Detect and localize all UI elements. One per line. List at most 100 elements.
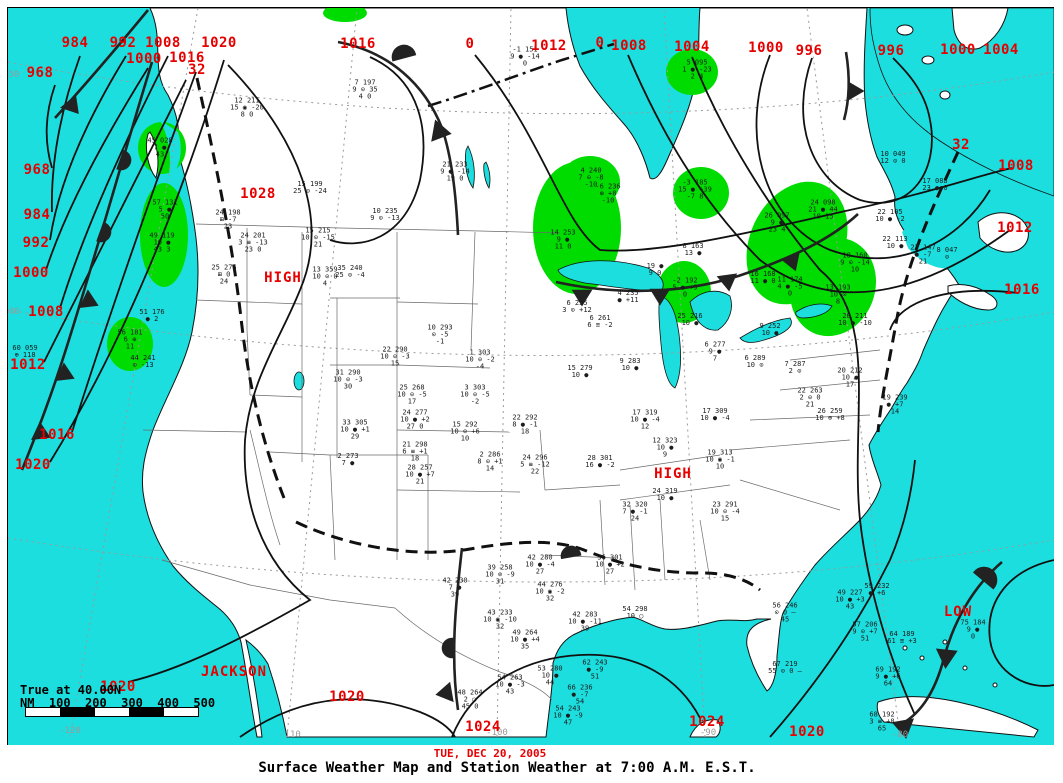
station-plot: 69 192 9 ● +6 64 xyxy=(875,665,901,688)
isobar-1008-east xyxy=(474,54,1013,252)
station-plot: 22 292 8 ● -1 18 xyxy=(512,413,538,436)
lake-ontario xyxy=(795,303,833,319)
pressure-system-label: HIGH xyxy=(264,270,302,286)
pressure-label: 992 xyxy=(22,235,50,251)
station-plot: 9 252 10 ● xyxy=(759,322,781,337)
station-plot: 57 131 5 ● 50 xyxy=(152,198,178,221)
station-plot: 59 232 ● +6 xyxy=(864,582,890,597)
pressure-label: 1016 xyxy=(39,427,75,443)
pressure-label: 1024 xyxy=(465,719,501,735)
isobar-1020-west xyxy=(127,64,313,683)
pressure-label: 984 xyxy=(61,35,89,51)
station-plot: 13 359 10 ⊙ 0 4 xyxy=(312,265,338,288)
station-plot: 6 277 9 ● 7 xyxy=(704,340,726,363)
scale-bar-segment xyxy=(94,708,130,716)
newfoundland xyxy=(977,212,1029,253)
station-plot: 31 290 10 ⊙ -3 30 xyxy=(333,368,363,391)
precip-areas xyxy=(107,8,877,371)
scale-bar-segment xyxy=(129,708,164,716)
cold-front-pip xyxy=(79,289,99,309)
scale-true-at-label: True at 40.00N xyxy=(20,683,122,697)
pressure-label: 1008 xyxy=(611,38,647,54)
station-plot: 14 253 9 ● 11 0 xyxy=(550,228,576,251)
station-plot: 20 212 10 ● 17 xyxy=(837,366,863,389)
station-plot: 19 313 10 ◉ -1 10 xyxy=(705,448,735,471)
station-plot: 12 323 10 ● 9 xyxy=(652,436,678,459)
station-plot: 44 241 ⊙ -13 xyxy=(130,354,156,369)
station-plot: 62 243 ● -9 51 xyxy=(582,658,608,681)
graticule-label: -110 xyxy=(279,730,301,740)
station-plot: 67 219 55 ⊙ 0 — xyxy=(768,660,802,675)
station-plot: 10 293 ⊙ -5 -1 xyxy=(427,323,453,346)
station-plot: 9 283 10 ● xyxy=(619,357,641,372)
vancouver-island xyxy=(145,131,159,180)
great-salt-lake xyxy=(293,371,305,391)
lake-huron xyxy=(689,290,732,331)
station-plot: 15 215 10 ⊙ -15 21 xyxy=(301,226,335,249)
station-plot: 26 259 10 ⊕ +8 xyxy=(815,407,845,422)
isobar-1012-east xyxy=(627,54,1011,294)
nova-scotia xyxy=(947,283,998,311)
station-plot: 24 098 21 ● 44 10 15 xyxy=(808,198,838,221)
station-plot: 10 049 12 ⊙ 0 xyxy=(880,150,906,165)
pressure-label: 1004 xyxy=(983,42,1019,58)
pressure-label: 992 xyxy=(109,35,137,51)
pressure-label: 1008 xyxy=(145,35,181,51)
pressure-label: 1020 xyxy=(15,457,51,473)
station-plot: 21 298 6 ≡ +1 18 xyxy=(402,440,428,463)
state-borders xyxy=(142,223,881,701)
pressure-label: 1020 xyxy=(100,679,136,695)
station-plot: 24 296 5 ≡ -12 22 xyxy=(520,453,550,476)
station-plot: 35 240 25 ⊙ -4 xyxy=(335,264,365,279)
station-plot: 33 305 10 ● +1 29 xyxy=(340,418,370,441)
pressure-label: 1016 xyxy=(1004,282,1040,298)
graticule xyxy=(8,8,1054,738)
station-plot: 18 160 9 ⊙ -14 10 xyxy=(840,251,870,274)
station-plot: 12 211 15 ◉ -20 8 0 xyxy=(230,96,264,119)
station-plot: 56 246 ⊙ 0 — 45 xyxy=(772,601,798,624)
station-plot: 23 147 ● -7 21 xyxy=(910,243,936,266)
station-plot: 26 097 9 ● 23 4 xyxy=(764,211,790,234)
scale-bar-segment xyxy=(60,708,95,716)
front-great-lakes xyxy=(555,213,859,293)
labrador-sea xyxy=(869,8,1054,197)
yucatan xyxy=(689,719,721,738)
station-plot: 7 287 2 ⊙ xyxy=(784,360,806,375)
station-plot: 24 319 10 ● xyxy=(652,487,678,502)
lake-erie xyxy=(739,317,792,343)
scale-bar-segment xyxy=(26,708,61,716)
scale-bar xyxy=(25,707,199,717)
station-plot: 2 286 8 ⊙ +1 14 xyxy=(477,450,503,473)
pressure-label: 1028 xyxy=(240,186,276,202)
isotherms xyxy=(195,42,960,592)
station-plot: 3 303 10 ⊙ -5 -2 xyxy=(460,383,490,406)
station-plot: 5 095 1 ● -23 2 4 xyxy=(682,58,712,81)
station-plot: 6 289 10 ⊙ xyxy=(744,354,766,369)
station-plot: 66 236 ● -7 54 xyxy=(567,683,593,706)
station-plot: 8 047 ⊙ xyxy=(936,246,958,261)
lakes-and-bays xyxy=(160,8,1054,391)
pressure-system-label: JACKSON xyxy=(200,664,268,680)
station-plot: 25 268 10 ⊙ -5 17 xyxy=(397,383,427,406)
cuba xyxy=(876,696,1039,738)
station-plot: 68 192 3 ≡ +8 65 xyxy=(869,710,895,733)
station-plot: 32 320 7 ● -1 24 xyxy=(622,500,648,523)
station-plot: 75 184 9 ● 0 xyxy=(960,618,986,641)
station-plot: -2 192 5 ● +9 0 xyxy=(672,276,698,299)
station-plot: 4 235 ● +11 xyxy=(617,289,639,304)
station-plot: 51 176 ● 2 xyxy=(139,308,165,323)
station-plot: 10 235 9 ⊙ -13 xyxy=(370,207,400,222)
pressure-label: 1016 xyxy=(340,36,376,52)
isobar-1020-se xyxy=(769,459,916,738)
isobar-996-loop xyxy=(802,57,933,204)
station-plot: 42 283 10 ● -11 39 xyxy=(568,610,602,633)
pressure-system-label: LOW xyxy=(943,604,973,620)
station-plot: 4 240 7 ⊙ -8 -10 xyxy=(578,166,604,189)
pressure-label: 968 xyxy=(23,162,51,178)
pressure-label: 996 xyxy=(877,43,905,59)
station-plot: 15 199 25 ⊙ -24 xyxy=(293,180,327,195)
station-plot: 28 301 16 ● -2 xyxy=(585,454,615,469)
station-plot: 22 290 10 ⊙ -3 15 xyxy=(380,345,410,368)
pressure-label: 32 xyxy=(952,137,970,153)
pressure-label: 1008 xyxy=(28,304,64,320)
